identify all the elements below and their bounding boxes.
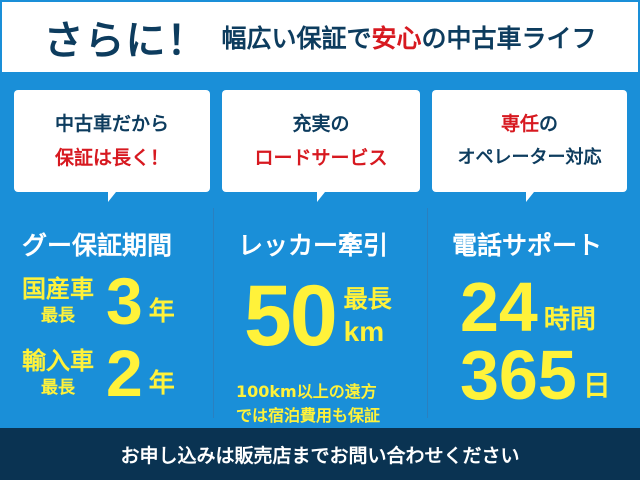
towing-row: 50 最長 km (244, 266, 392, 366)
header-title: 幅広い保証で安心の中古車ライフ (221, 19, 596, 55)
imported-label: 輸入車 (22, 347, 94, 375)
domestic-unit: 年 (148, 297, 175, 327)
column-divider (427, 208, 428, 418)
footer-text: お申し込みは販売店までお問い合わせください (120, 444, 520, 467)
header-lead: さらに！ (43, 18, 208, 64)
bubble-rest: の (539, 113, 559, 135)
title-pre: 幅広い保証で (221, 24, 372, 53)
bubble-accent: 専任 (500, 113, 539, 135)
column-divider (213, 208, 214, 418)
bubble-operator: 専任の オペレーター対応 (432, 90, 627, 202)
title-post: の中古車ライフ (421, 24, 597, 53)
domestic-row: 国産車 最長 3 年 (22, 268, 175, 334)
hours-value: 24 (460, 268, 538, 346)
hours-row: 24 時間 (460, 272, 596, 342)
towing-prefix: 最長 (343, 285, 392, 313)
imported-row: 輸入車 最長 2 年 (22, 340, 175, 406)
bubble-road-service: 充実の ロードサービス (222, 90, 420, 202)
towing-unit: km (343, 316, 385, 347)
days-row: 365 日 (460, 340, 611, 410)
days-value: 365 (460, 336, 577, 414)
bubble-warranty: 中古車だから 保証は長く！ (14, 90, 210, 202)
domestic-label: 国産車 (22, 275, 94, 303)
domestic-value: 3 (106, 264, 143, 338)
imported-unit: 年 (148, 369, 175, 399)
bubble-line: オペレーター対応 (457, 147, 602, 168)
towing-note-1: 100km以上の遠方 (236, 382, 377, 401)
title-accent: 安心 (371, 24, 422, 53)
days-unit: 日 (582, 369, 611, 402)
footer-banner: お申し込みは販売店までお問い合わせください (0, 428, 640, 480)
bubble-line: 中古車だから (54, 113, 169, 135)
bubble-line-accent: 保証は長く！ (54, 147, 169, 169)
bubble-line-accent: ロードサービス (254, 147, 388, 169)
towing-heading: レッカー牽引 (238, 231, 389, 260)
warranty-heading: グー保証期間 (22, 231, 173, 260)
domestic-prefix: 最長 (41, 306, 75, 326)
phone-heading: 電話サポート (452, 231, 603, 260)
towing-note-2: では宿泊費用も保証 (236, 406, 381, 425)
imported-value: 2 (106, 336, 143, 410)
bubble-line: 充実の (292, 113, 350, 135)
header-banner: さらに！ 幅広い保証で安心の中古車ライフ (0, 0, 640, 72)
bubble-line: 専任の (501, 107, 558, 141)
towing-unit-stack: 最長 km (344, 283, 392, 349)
imported-prefix: 最長 (41, 378, 75, 398)
hours-unit: 時間 (543, 305, 596, 335)
towing-value: 50 (244, 268, 338, 364)
